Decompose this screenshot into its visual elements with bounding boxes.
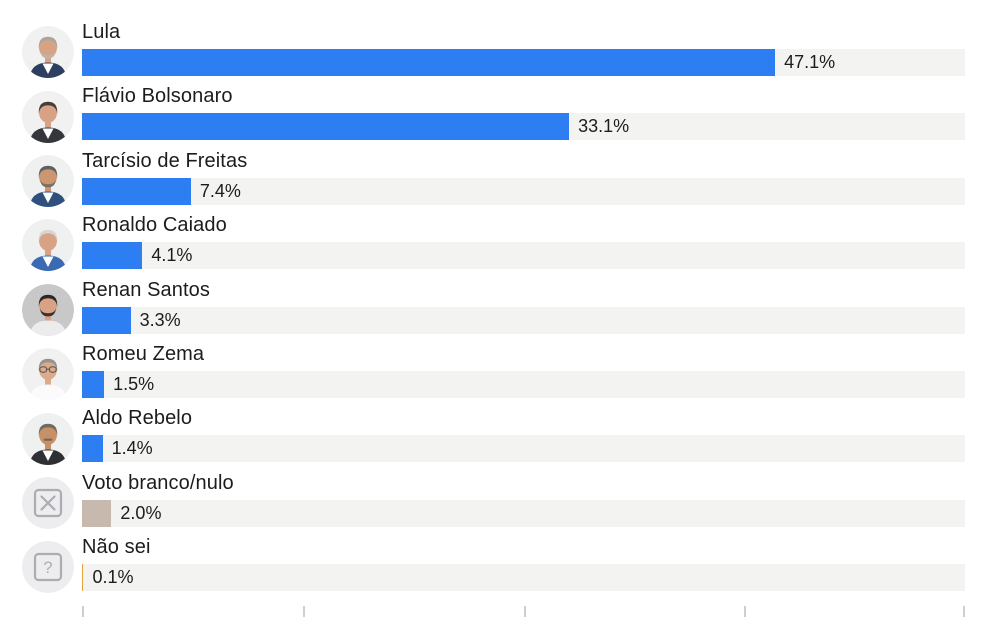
bar-track: 3.3% [82, 306, 965, 334]
bar-fill [82, 435, 103, 463]
poll-row-content: Aldo Rebelo 1.4% [82, 406, 965, 470]
bar-fill [82, 564, 84, 592]
candidate-avatar [0, 278, 82, 342]
candidate-name: Flávio Bolsonaro [82, 85, 233, 108]
candidate-avatar [0, 149, 82, 213]
bar-value-label: 3.3% [139, 309, 181, 330]
poll-row: Renan Santos 3.3% [0, 278, 989, 342]
bar-fill [82, 370, 105, 398]
candidate-avatar [0, 213, 82, 277]
poll-row: Flávio Bolsonaro 33.1% [0, 84, 989, 148]
bar-track: 47.1% [82, 49, 965, 76]
candidate-name: Tarcísio de Freitas [82, 149, 248, 172]
poll-rows: Lula 47.1% Flávio Bolsonaro 33.1% Tarcís… [0, 20, 989, 600]
candidate-avatar [0, 406, 82, 470]
poll-row: Tarcísio de Freitas 7.4% [0, 149, 989, 213]
candidate-name: Ronaldo Caiado [82, 214, 227, 237]
poll-row: ? Não sei 0.1% [0, 535, 989, 599]
candidate-avatar: ? [0, 535, 82, 599]
poll-row: Voto branco/nulo 2.0% [0, 471, 989, 535]
bar-value-label: 33.1% [578, 116, 630, 137]
axis-tick [523, 605, 526, 617]
bar-track: 2.0% [82, 499, 965, 527]
bar-value-label: 4.1% [151, 245, 193, 266]
poll-row-content: Flávio Bolsonaro 33.1% [82, 84, 965, 148]
bar-fill [82, 177, 191, 205]
poll-row-content: Não sei 0.1% [82, 535, 965, 599]
poll-row-content: Renan Santos 3.3% [82, 278, 965, 342]
bar-track: 7.4% [82, 177, 965, 205]
candidate-name: Voto branco/nulo [82, 471, 234, 494]
candidate-name: Aldo Rebelo [82, 407, 193, 430]
poll-row-content: Romeu Zema 1.5% [82, 342, 965, 406]
bar-value-label: 1.4% [111, 438, 153, 459]
poll-row: Romeu Zema 1.5% [0, 342, 989, 406]
poll-row-content: Ronaldo Caiado 4.1% [82, 213, 965, 277]
axis-tick [82, 605, 84, 617]
question-icon: ? [43, 559, 52, 577]
bar-track: 4.1% [82, 242, 965, 270]
bar-value-label: 0.1% [92, 567, 134, 588]
bar-track: 1.4% [82, 435, 965, 463]
candidate-name: Não sei [82, 536, 151, 559]
bar-value-label: 1.5% [113, 373, 155, 394]
bar-fill [82, 306, 131, 334]
poll-row: Ronaldo Caiado 4.1% [0, 213, 989, 277]
poll-row-content: Voto branco/nulo 2.0% [82, 471, 965, 535]
bar-value-label: 2.0% [120, 502, 162, 523]
poll-row-content: Lula 47.1% [82, 20, 965, 84]
poll-row: Lula 47.1% [0, 20, 989, 84]
candidate-avatar [0, 20, 82, 84]
x-icon [40, 495, 56, 511]
axis-tick [302, 605, 305, 617]
bar-fill [82, 242, 143, 270]
candidate-name: Lula [82, 21, 121, 43]
bar-fill [82, 499, 112, 527]
x-axis [82, 605, 965, 618]
candidate-avatar [0, 84, 82, 148]
bar-track: 0.1% [82, 564, 965, 592]
candidate-name: Renan Santos [82, 278, 210, 301]
axis-tick [744, 605, 747, 617]
axis-tick [963, 605, 965, 617]
poll-row-content: Tarcísio de Freitas 7.4% [82, 149, 965, 213]
bar-value-label: 7.4% [199, 180, 241, 201]
candidate-name: Romeu Zema [82, 342, 205, 365]
bar-track: 1.5% [82, 370, 965, 398]
bar-value-label: 47.1% [784, 52, 836, 72]
bar-fill [82, 49, 776, 76]
poll-row: Aldo Rebelo 1.4% [0, 406, 989, 470]
bar-fill [82, 113, 570, 141]
bar-track: 33.1% [82, 113, 965, 141]
candidate-avatar [0, 342, 82, 406]
candidate-avatar [0, 471, 82, 535]
